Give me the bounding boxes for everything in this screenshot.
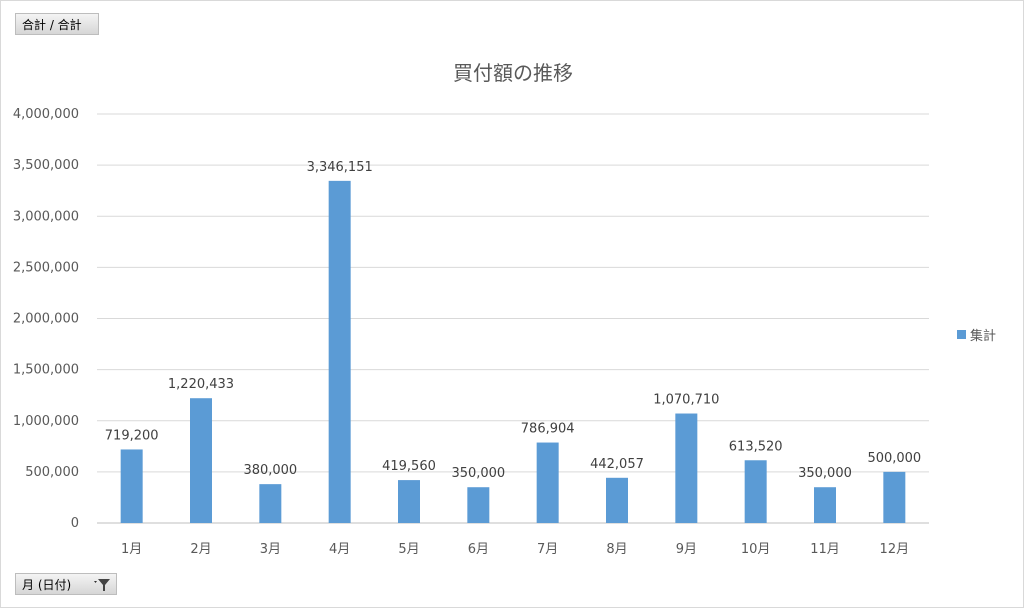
x-tick-label: 11月	[810, 542, 840, 557]
data-label: 1,070,710	[653, 393, 719, 408]
x-tick-label: 1月	[121, 542, 142, 557]
axis-field-button[interactable]: 月 (日付)	[15, 573, 117, 595]
bar[interactable]	[536, 442, 559, 523]
data-label: 442,057	[590, 457, 644, 472]
chart-title: 買付額の推移	[453, 61, 573, 85]
data-label: 786,904	[521, 422, 575, 437]
bar[interactable]	[675, 413, 698, 523]
gridlines	[97, 113, 929, 524]
x-tick-label: 10月	[741, 542, 771, 557]
legend-swatch	[957, 330, 966, 339]
bar[interactable]	[259, 484, 282, 523]
x-tick-label: 4月	[329, 542, 350, 557]
x-tick-label: 9月	[676, 542, 697, 557]
bar[interactable]	[606, 477, 628, 523]
bar[interactable]	[190, 398, 212, 523]
y-tick-label: 2,000,000	[13, 312, 79, 327]
y-tick-label: 1,500,000	[13, 363, 79, 378]
bars	[120, 180, 906, 523]
bar[interactable]	[467, 487, 490, 523]
bar[interactable]	[328, 180, 351, 523]
data-label: 613,520	[729, 439, 783, 454]
data-labels: 719,200 1,220,433 380,000 3,346,151 419,560 3…	[105, 160, 921, 481]
filter-icon[interactable]	[94, 578, 110, 592]
x-tick-label: 12月	[880, 542, 910, 557]
y-tick-label: 3,500,000	[13, 158, 79, 173]
legend: 集計	[957, 325, 996, 344]
x-tick-label: 3月	[260, 542, 281, 557]
y-tick-label: 500,000	[25, 465, 79, 480]
x-tick-label: 6月	[468, 542, 489, 557]
data-label: 1,220,433	[168, 377, 234, 392]
x-tick-label: 5月	[398, 542, 419, 557]
y-tick-label: 4,000,000	[13, 107, 79, 122]
y-axis-labels: 0 500,000 1,000,000 1,500,000 2,000,000 2,500…	[13, 107, 79, 531]
value-field-button[interactable]: 合計 / 合計	[15, 13, 99, 35]
y-tick-label: 2,500,000	[13, 260, 79, 275]
legend-label: 集計	[970, 329, 997, 344]
bar[interactable]	[744, 460, 767, 523]
data-label: 350,000	[798, 466, 852, 481]
y-tick-label: 0	[71, 516, 79, 531]
data-label: 719,200	[105, 428, 159, 443]
x-tick-label: 8月	[606, 542, 627, 557]
x-tick-label: 7月	[537, 542, 558, 557]
bar[interactable]	[398, 480, 420, 523]
bar[interactable]	[883, 471, 906, 523]
y-tick-label: 3,000,000	[13, 209, 79, 224]
y-tick-label: 1,000,000	[13, 414, 79, 429]
x-tick-label: 2月	[190, 542, 211, 557]
data-label: 350,000	[451, 466, 505, 481]
bar[interactable]	[814, 487, 836, 523]
bar[interactable]	[120, 449, 143, 523]
axis-field-label: 月 (日付)	[22, 578, 72, 592]
x-axis-labels: 1月 2月 3月 4月 5月 6月 7月 8月 9月 10月 11月 12月	[121, 542, 909, 557]
data-label: 3,346,151	[307, 160, 373, 175]
data-label: 419,560	[382, 459, 436, 474]
data-label: 380,000	[243, 463, 297, 478]
data-label: 500,000	[867, 451, 921, 466]
